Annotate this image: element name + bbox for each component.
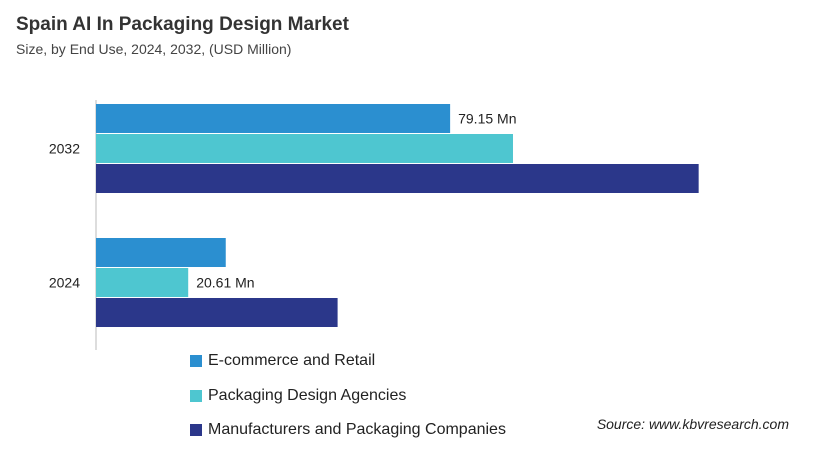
bar-2032-2 xyxy=(96,164,699,193)
chart-subtitle: Size, by End Use, 2024, 2032, (USD Milli… xyxy=(16,41,292,57)
data-label: 20.61 Mn xyxy=(196,275,254,291)
legend-item-agencies: Packaging Design Agencies xyxy=(190,387,406,405)
legend-swatch xyxy=(190,390,202,402)
data-label: 79.15 Mn xyxy=(458,111,516,127)
legend-label: Packaging Design Agencies xyxy=(208,387,407,404)
legend-item-manufacturers: Manufacturers and Packaging Companies xyxy=(190,421,506,439)
category-label: 2024 xyxy=(49,275,80,291)
bar-2024-1 xyxy=(96,268,189,297)
category-label: 2032 xyxy=(49,141,80,157)
legend-item-ecommerce: E-commerce and Retail xyxy=(190,352,375,370)
legend-label: Manufacturers and Packaging Companies xyxy=(208,421,506,438)
legend-swatch xyxy=(190,355,202,367)
chart-title: Spain AI In Packaging Design Market xyxy=(16,14,349,35)
legend-label: E-commerce and Retail xyxy=(208,352,376,369)
bar-2024-0 xyxy=(96,238,226,267)
legend-swatch xyxy=(190,424,202,436)
bar-2024-2 xyxy=(96,298,338,327)
bar-2032-0 xyxy=(96,104,451,133)
bar-2032-1 xyxy=(96,134,513,163)
source-note: Source: www.kbvresearch.com xyxy=(596,416,789,432)
